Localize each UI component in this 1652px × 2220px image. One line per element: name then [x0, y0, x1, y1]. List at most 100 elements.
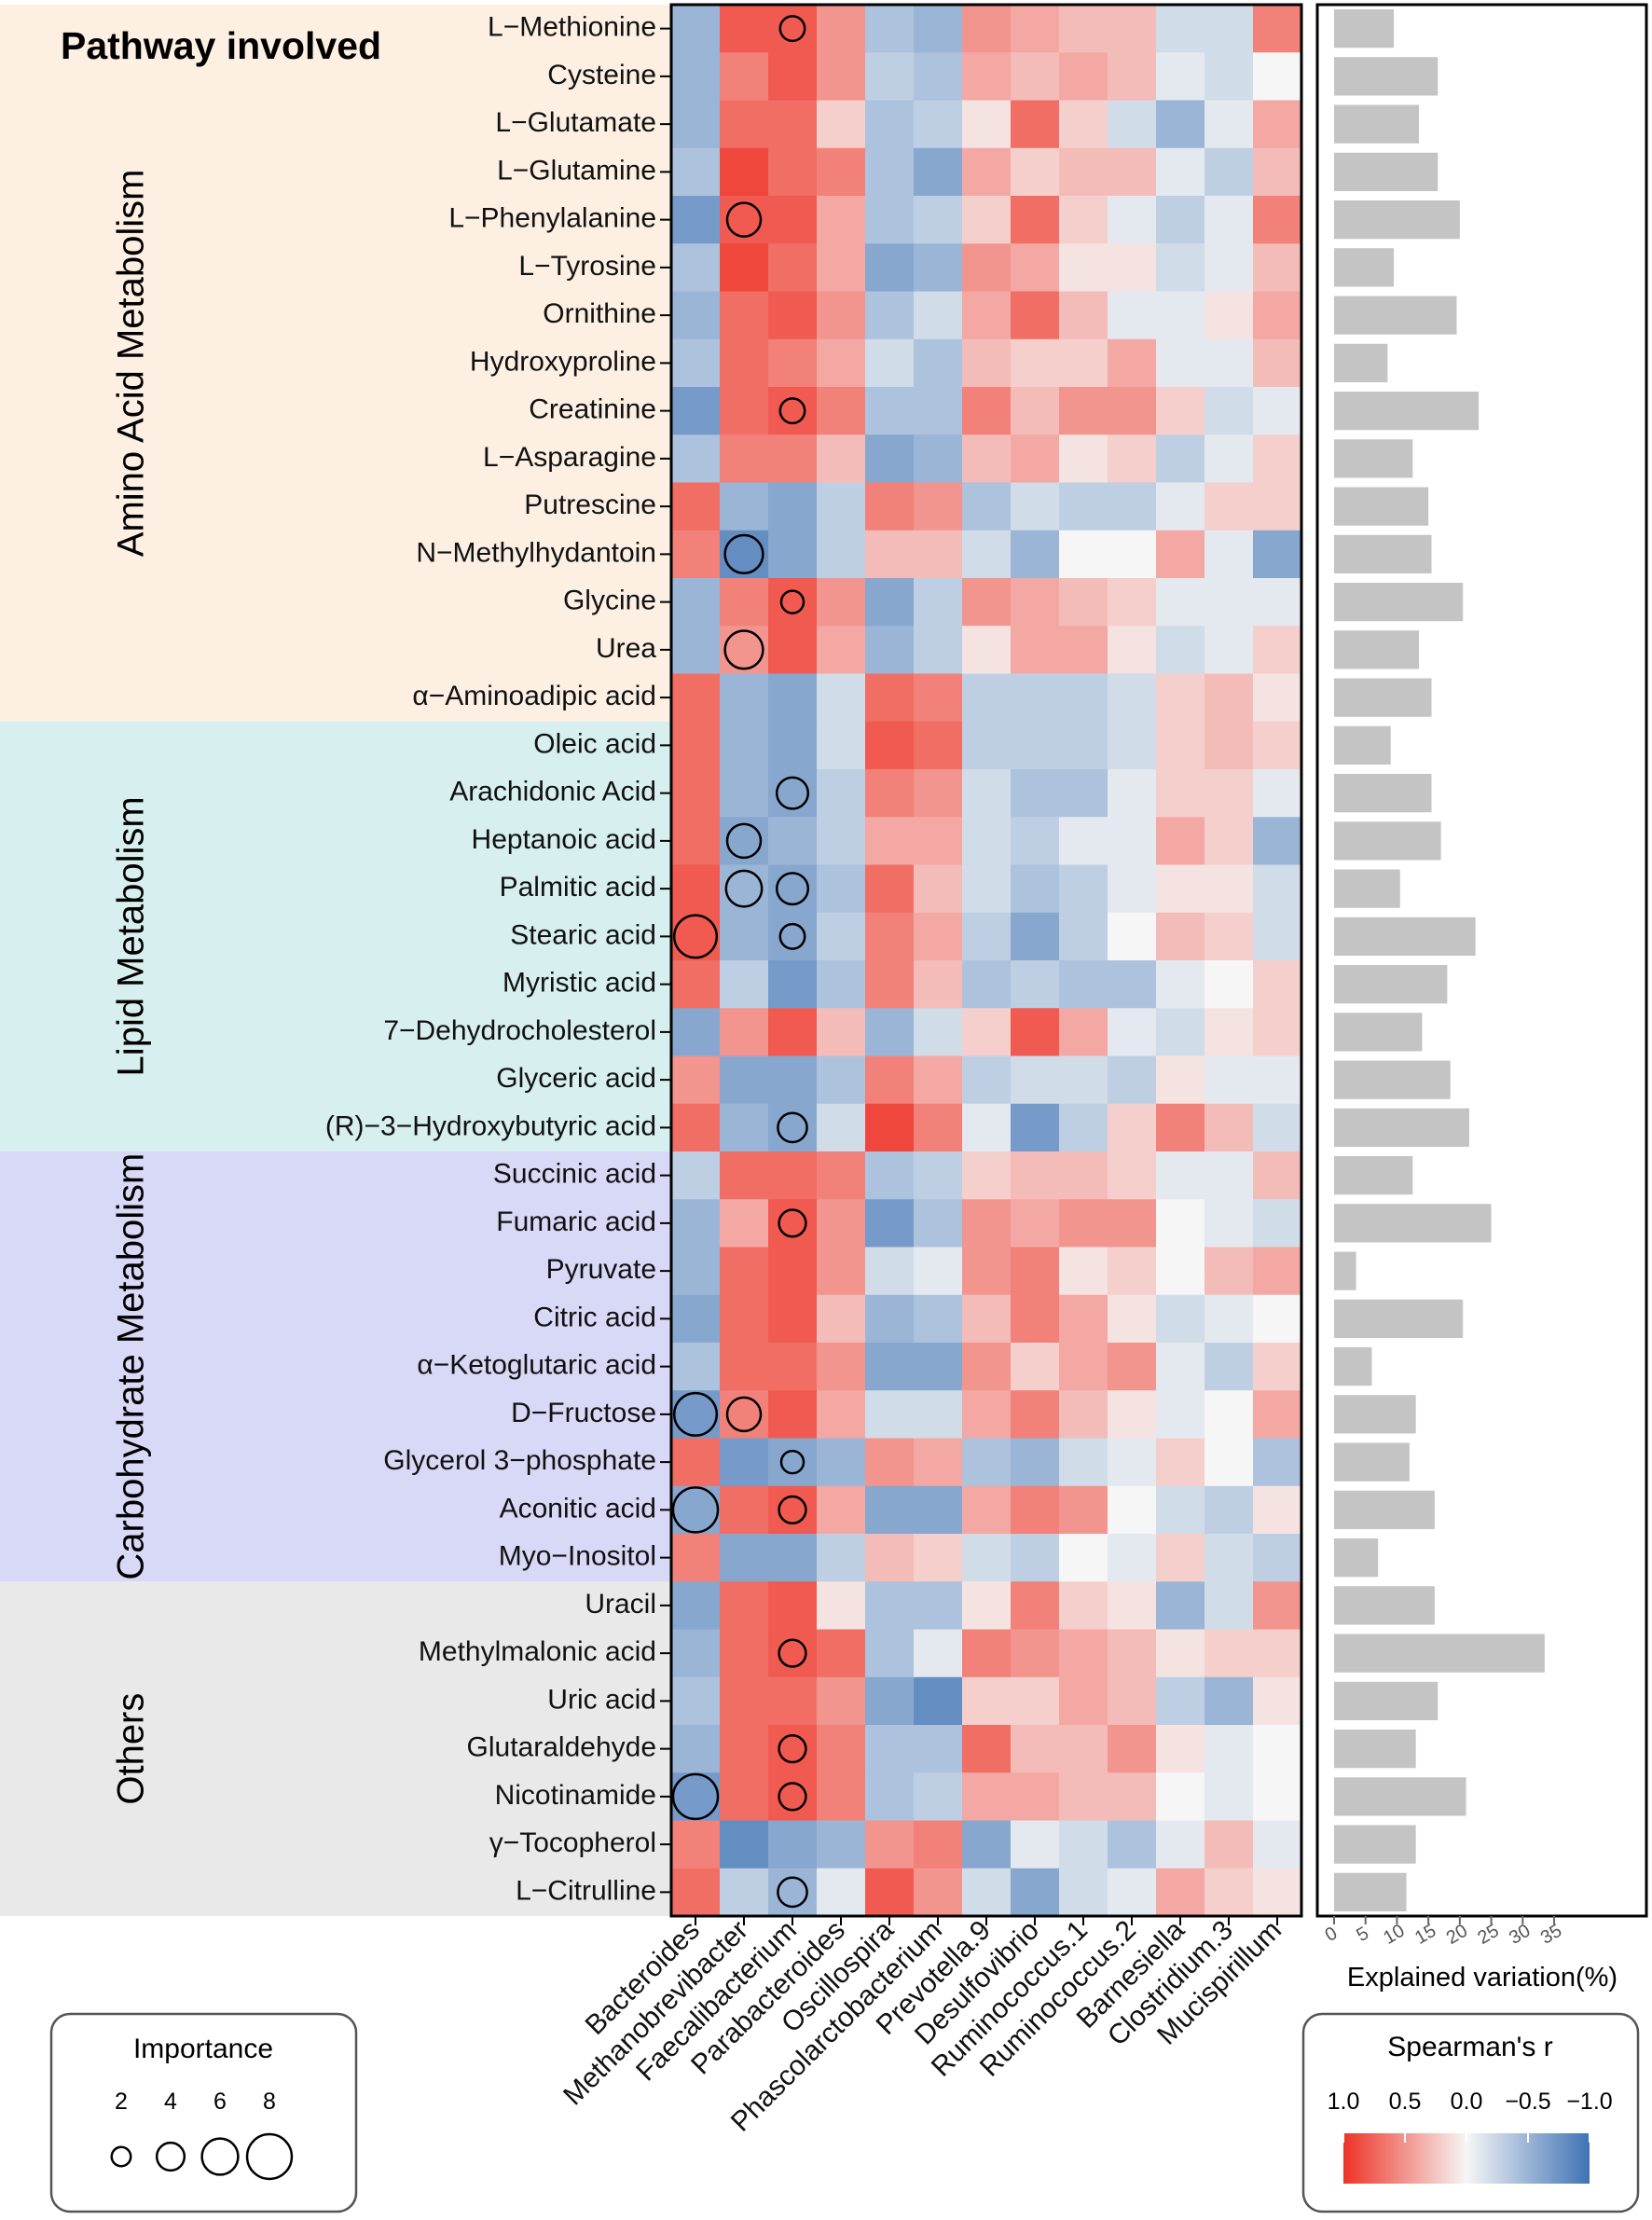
heat-cell — [865, 1055, 915, 1105]
variation-bar — [1334, 917, 1476, 956]
heat-cell — [1011, 530, 1060, 579]
heat-cell — [1156, 912, 1205, 961]
heat-cell — [1253, 530, 1302, 579]
heat-cell — [768, 1294, 818, 1344]
heat-cell — [1156, 52, 1205, 102]
heat-cell — [720, 864, 769, 914]
heat-cell — [817, 1390, 866, 1440]
heat-cell — [1059, 864, 1108, 914]
heat-cell — [671, 1390, 721, 1440]
heat-cell — [865, 912, 915, 961]
metabolite-label: D−Fructose — [511, 1398, 656, 1428]
variation-bar — [1334, 9, 1395, 48]
variation-bar — [1334, 1013, 1423, 1052]
heat-cell — [768, 673, 818, 723]
metabolite-label: Arachidonic Acid — [449, 777, 656, 807]
heat-cell — [962, 1294, 1012, 1344]
metabolite-label: L−Phenylalanine — [448, 203, 656, 234]
heat-cell — [1108, 673, 1157, 723]
heat-cell — [914, 721, 963, 770]
heat-cell — [914, 817, 963, 866]
importance-circle — [671, 1486, 720, 1534]
metabolite-label: Urea — [596, 633, 656, 664]
metabolite-label: (R)−3−Hydroxybutyric acid — [325, 1110, 656, 1141]
heat-cell — [1156, 626, 1205, 675]
heat-cell — [1011, 52, 1060, 102]
heat-cell — [1156, 1534, 1205, 1582]
heat-cell — [671, 387, 721, 435]
heat-cell — [1011, 1055, 1060, 1105]
heat-cell — [1059, 1199, 1108, 1248]
heat-cell — [1253, 338, 1302, 388]
heat-cell — [817, 1676, 866, 1726]
heat-cell — [1059, 1725, 1108, 1773]
heat-cell — [1059, 196, 1108, 244]
heat-cell — [1156, 1820, 1205, 1869]
metabolite-label: L−Citrulline — [516, 1875, 656, 1906]
heat-cell — [1156, 673, 1205, 723]
variation-bar — [1334, 343, 1388, 382]
heat-cell — [1156, 1343, 1205, 1391]
heat-cell — [914, 1343, 963, 1391]
heat-cell — [1205, 1151, 1254, 1200]
heat-cell — [720, 1868, 769, 1917]
metabolite-label: Glycine — [563, 586, 656, 616]
heat-cell — [865, 1294, 915, 1344]
variation-bar — [1334, 583, 1464, 622]
heat-cell — [817, 1534, 866, 1582]
importance-circle — [671, 1772, 720, 1821]
heat-cell — [914, 1485, 963, 1535]
heat-cell — [1205, 1055, 1254, 1105]
heat-cell — [768, 291, 818, 340]
heat-cell — [1108, 1151, 1157, 1200]
heat-cell — [962, 673, 1012, 723]
heat-cell — [1253, 387, 1302, 435]
importance-legend-circle — [155, 2141, 186, 2172]
metabolite-label: 7−Dehydrocholesterol — [383, 1015, 656, 1046]
heat-cell — [914, 243, 963, 293]
heat-cell — [768, 1868, 818, 1917]
bar-axis-tick-label: 10 — [1380, 1921, 1408, 1949]
heat-cell — [1059, 1534, 1108, 1582]
heat-cell — [962, 1151, 1012, 1200]
heat-cell — [865, 1008, 915, 1057]
heat-cell — [817, 1868, 866, 1917]
heat-cell — [1011, 387, 1060, 435]
heat-cell — [914, 1055, 963, 1105]
variation-bar — [1334, 1872, 1407, 1911]
heat-cell — [914, 960, 963, 1009]
heat-cell — [671, 1676, 721, 1726]
heat-cell — [1011, 1820, 1060, 1869]
taxon-labels: BacteroidesMethanobrevibacterFaecalibact… — [558, 1914, 1287, 2137]
heat-cell — [768, 5, 818, 53]
heat-cell — [914, 769, 963, 818]
metabolite-label: L−Methionine — [488, 12, 656, 43]
metabolite-label: Glutaraldehyde — [467, 1732, 656, 1763]
heat-cell — [768, 387, 818, 435]
pathway-group-labels: Amino Acid Metabolism Lipid Metabolism Car… — [111, 170, 152, 1805]
variation-bar — [1334, 725, 1391, 765]
heat-cell — [962, 721, 1012, 770]
heat-cell — [1205, 1390, 1254, 1440]
heat-cell — [865, 1247, 915, 1296]
heat-cell — [1205, 1247, 1254, 1296]
metabolite-label: Uracil — [585, 1589, 656, 1620]
heat-cell — [768, 530, 818, 579]
heat-cell — [671, 1485, 721, 1535]
heat-cell — [817, 1820, 866, 1869]
heat-cell — [1059, 1343, 1108, 1391]
importance-circle — [672, 1391, 719, 1437]
heat-cell — [817, 1055, 866, 1105]
heat-cell — [1059, 1820, 1108, 1869]
heat-cell — [671, 960, 721, 1009]
bar-axis: 0 5 10 15 20 25 30 35 — [1322, 1916, 1565, 1949]
metabolite-label: N−Methylhydantoin — [416, 537, 656, 568]
importance-circle — [723, 533, 764, 575]
heat-cell — [1205, 626, 1254, 675]
heat-cell — [720, 243, 769, 293]
heat-cell — [914, 1820, 963, 1869]
heat-cell — [1253, 769, 1302, 818]
heat-cell — [914, 1438, 963, 1487]
heat-cell — [817, 1151, 866, 1200]
